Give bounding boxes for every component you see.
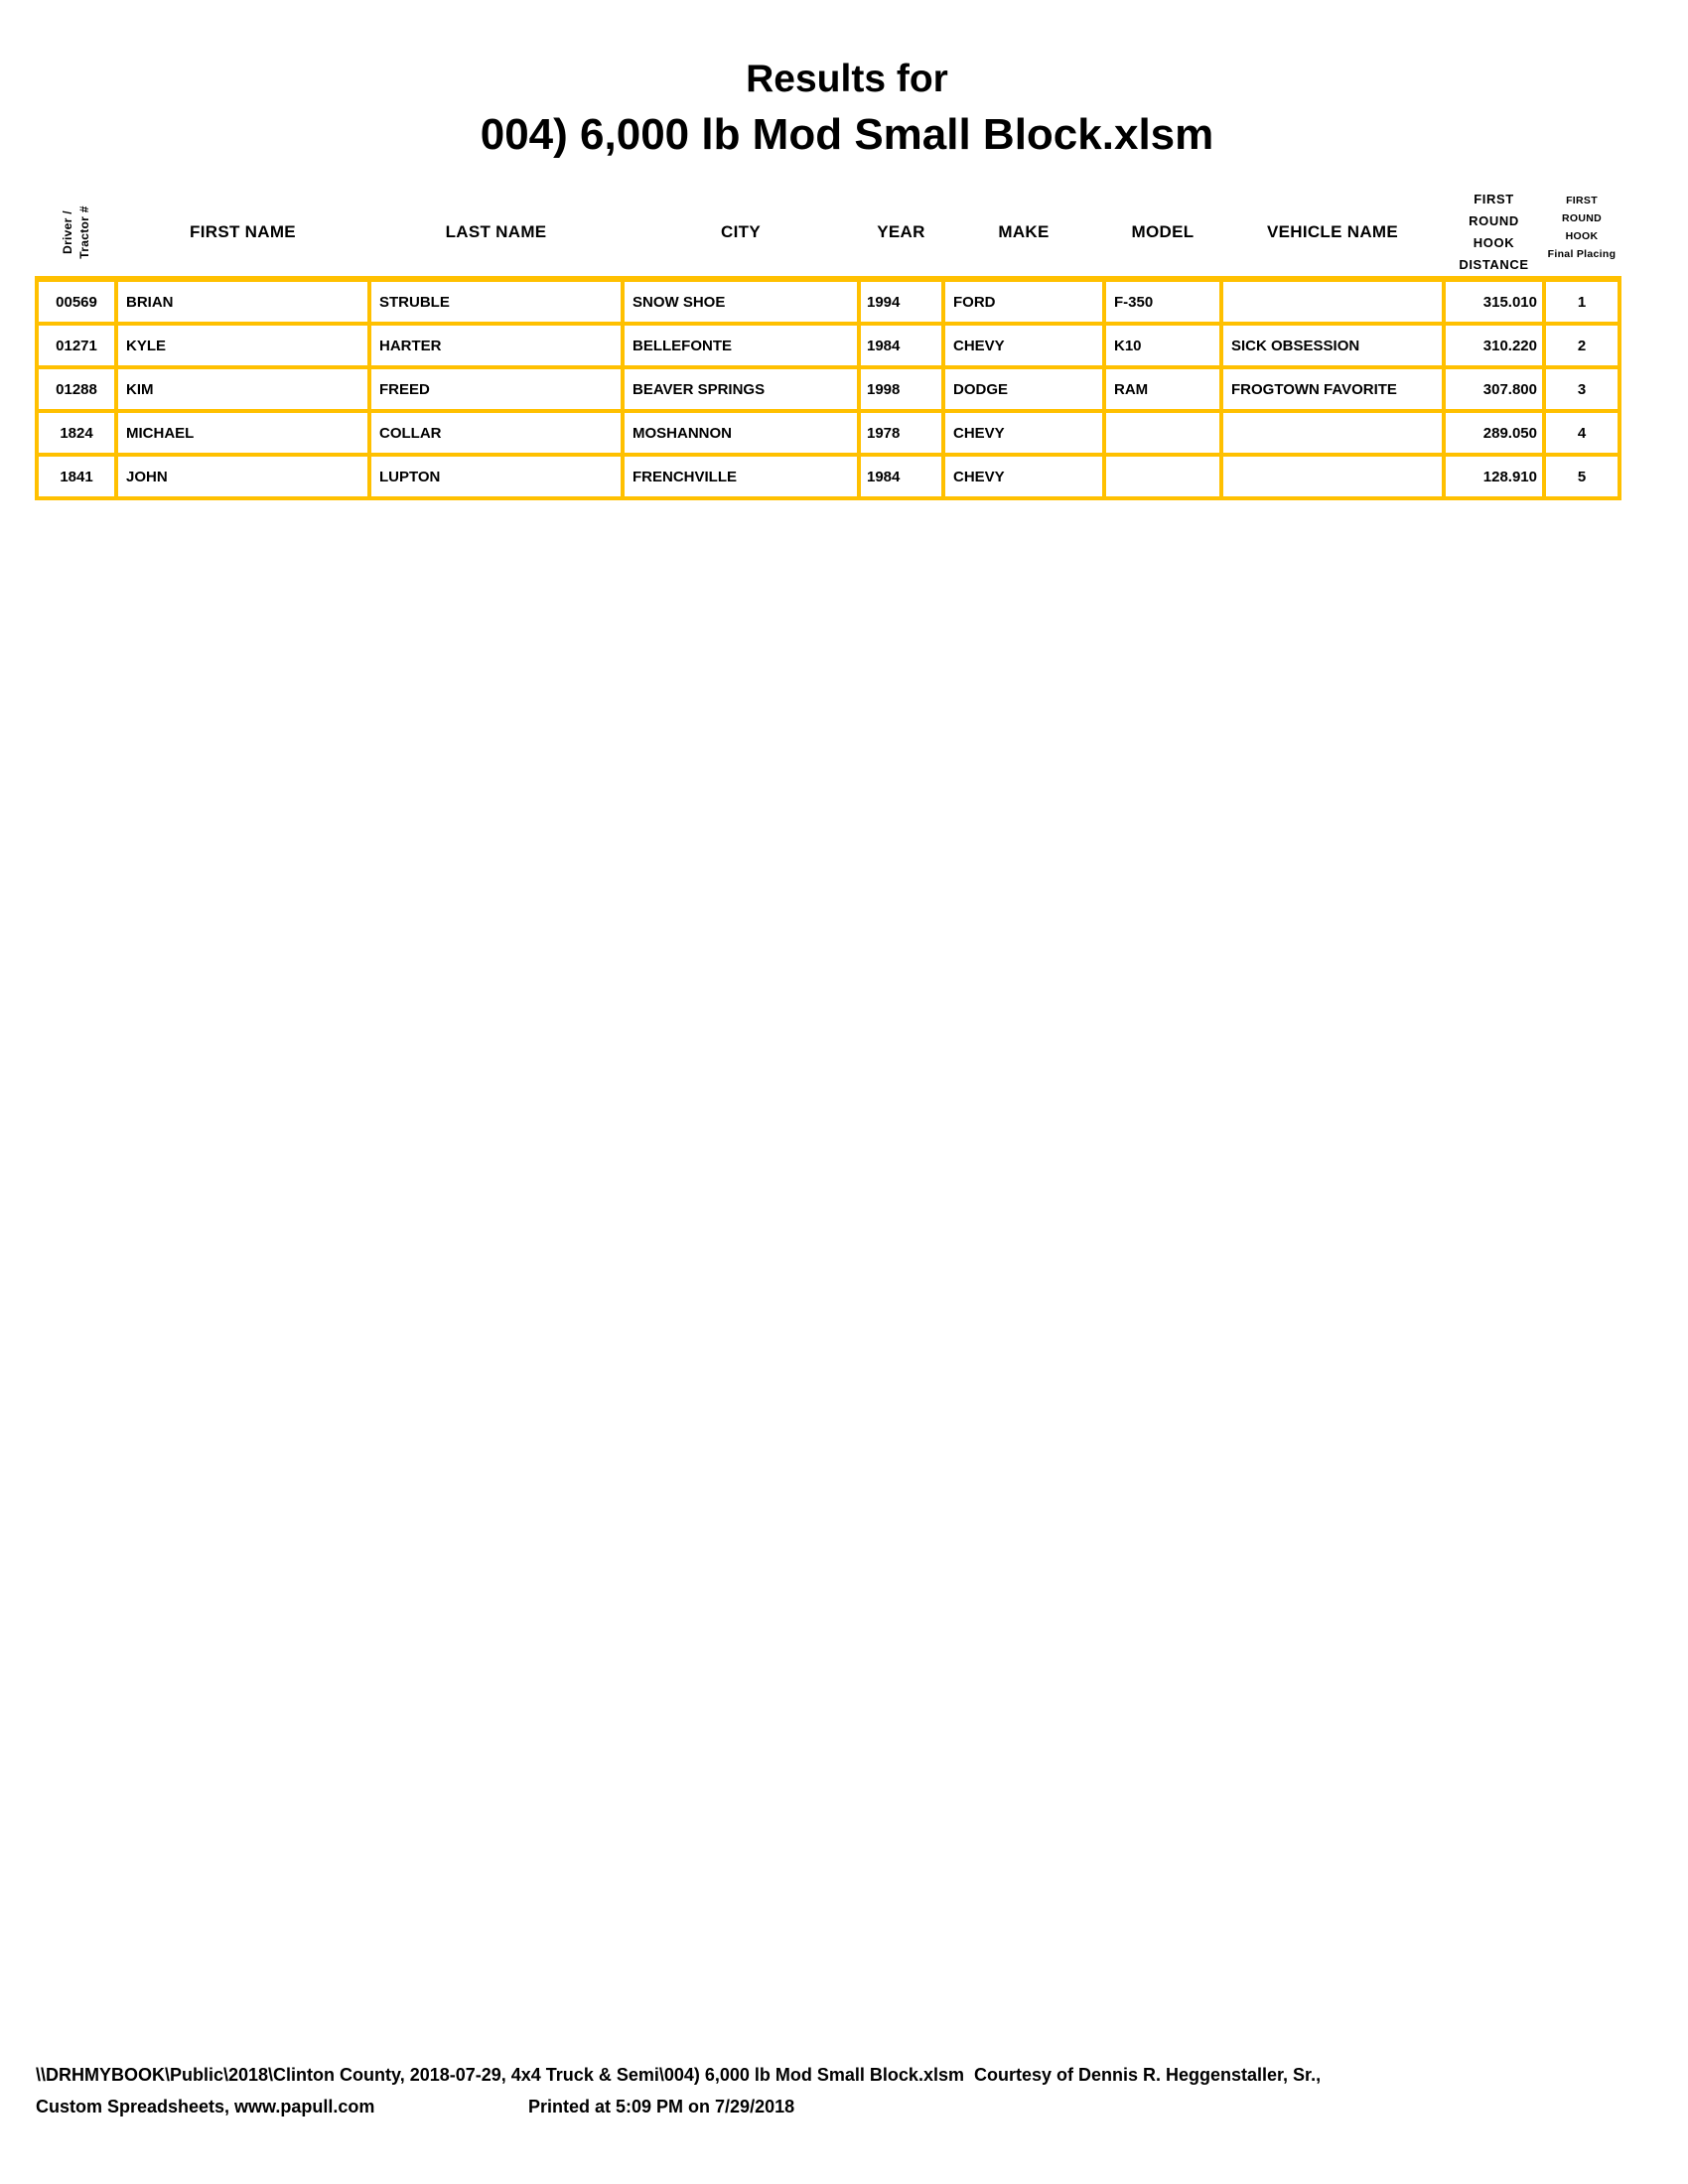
column-header-vehicle-name: VEHICLE NAME [1266,222,1399,241]
cell-hook-distance: 307.800 [1446,369,1542,409]
cell-model: K10 [1106,326,1219,365]
cell-make: CHEVY [945,326,1102,365]
column-header-final-placing: FIRST ROUND HOOK Final Placing [1547,195,1617,260]
table-header-row: Driver / Tractor # FIRST NAME LAST NAME … [35,189,1621,276]
cell-hook-distance: 289.050 [1446,413,1542,453]
cell-vehicle-name [1223,282,1442,322]
cell-city: MOSHANNON [625,413,857,453]
cell-model [1106,413,1219,453]
column-header-driver-tractor: Driver / Tractor # [39,189,114,276]
footer-credit-text: Custom Spreadsheets, www.papull.com [36,2097,375,2116]
cell-vehicle-name [1223,457,1442,496]
column-header-city: CITY [721,222,761,241]
column-header-last-name: LAST NAME [445,222,547,241]
cell-vehicle-name: FROGTOWN FAVORITE [1223,369,1442,409]
cell-hook-distance: 315.010 [1446,282,1542,322]
cell-make: CHEVY [945,457,1102,496]
cell-model: F-350 [1106,282,1219,322]
cell-city: FRENCHVILLE [625,457,857,496]
cell-driver-number: 01271 [39,326,114,365]
cell-city: BELLEFONTE [625,326,857,365]
cell-final-placing: 4 [1546,413,1618,453]
cell-driver-number: 01288 [39,369,114,409]
cell-year: 1984 [861,326,941,365]
column-header-first-name: FIRST NAME [190,222,296,241]
cell-make: FORD [945,282,1102,322]
report-subtitle-filename: 004) 6,000 lb Mod Small Block.xlsm [480,110,1214,159]
cell-city: BEAVER SPRINGS [625,369,857,409]
cell-final-placing: 1 [1546,282,1618,322]
table-body: 00569 BRIAN STRUBLE SNOW SHOE 1994 FORD … [35,276,1621,500]
cell-model: RAM [1106,369,1219,409]
column-header-first-round-hook-distance: FIRST ROUND HOOK DISTANCE [1459,192,1529,272]
cell-first-name: KYLE [118,326,367,365]
footer-credit-line: Custom Spreadsheets, www.papull.com Print… [36,2097,1674,2117]
cell-make: CHEVY [945,413,1102,453]
cell-last-name: COLLAR [371,413,621,453]
cell-year: 1998 [861,369,941,409]
cell-hook-distance: 128.910 [1446,457,1542,496]
driver-tractor-rotated-label: Driver / Tractor # [61,205,91,259]
report-title-block: Results for 004) 6,000 lb Mod Small Bloc… [35,56,1659,161]
cell-final-placing: 5 [1546,457,1618,496]
cell-driver-number: 1841 [39,457,114,496]
cell-make: DODGE [945,369,1102,409]
column-header-year: YEAR [877,222,925,241]
footer-printed-timestamp: Printed at 5:09 PM on 7/29/2018 [528,2097,795,2116]
cell-model [1106,457,1219,496]
cell-driver-number: 1824 [39,413,114,453]
cell-first-name: BRIAN [118,282,367,322]
cell-first-name: MICHAEL [118,413,367,453]
cell-last-name: FREED [371,369,621,409]
cell-last-name: STRUBLE [371,282,621,322]
cell-driver-number: 00569 [39,282,114,322]
cell-first-name: JOHN [118,457,367,496]
results-table: Driver / Tractor # FIRST NAME LAST NAME … [35,189,1621,500]
cell-vehicle-name [1223,413,1442,453]
cell-final-placing: 3 [1546,369,1618,409]
column-header-model: MODEL [1131,222,1195,241]
cell-city: SNOW SHOE [625,282,857,322]
cell-hook-distance: 310.220 [1446,326,1542,365]
cell-vehicle-name: SICK OBSESSION [1223,326,1442,365]
cell-final-placing: 2 [1546,326,1618,365]
footer-file-path-line: \\DRHMYBOOK\Public\2018\Clinton County, … [36,2065,1322,2085]
cell-year: 1984 [861,457,941,496]
report-title: Results for [746,58,948,100]
cell-year: 1978 [861,413,941,453]
cell-year: 1994 [861,282,941,322]
cell-last-name: HARTER [371,326,621,365]
cell-first-name: KIM [118,369,367,409]
cell-last-name: LUPTON [371,457,621,496]
column-header-make: MAKE [998,222,1050,241]
